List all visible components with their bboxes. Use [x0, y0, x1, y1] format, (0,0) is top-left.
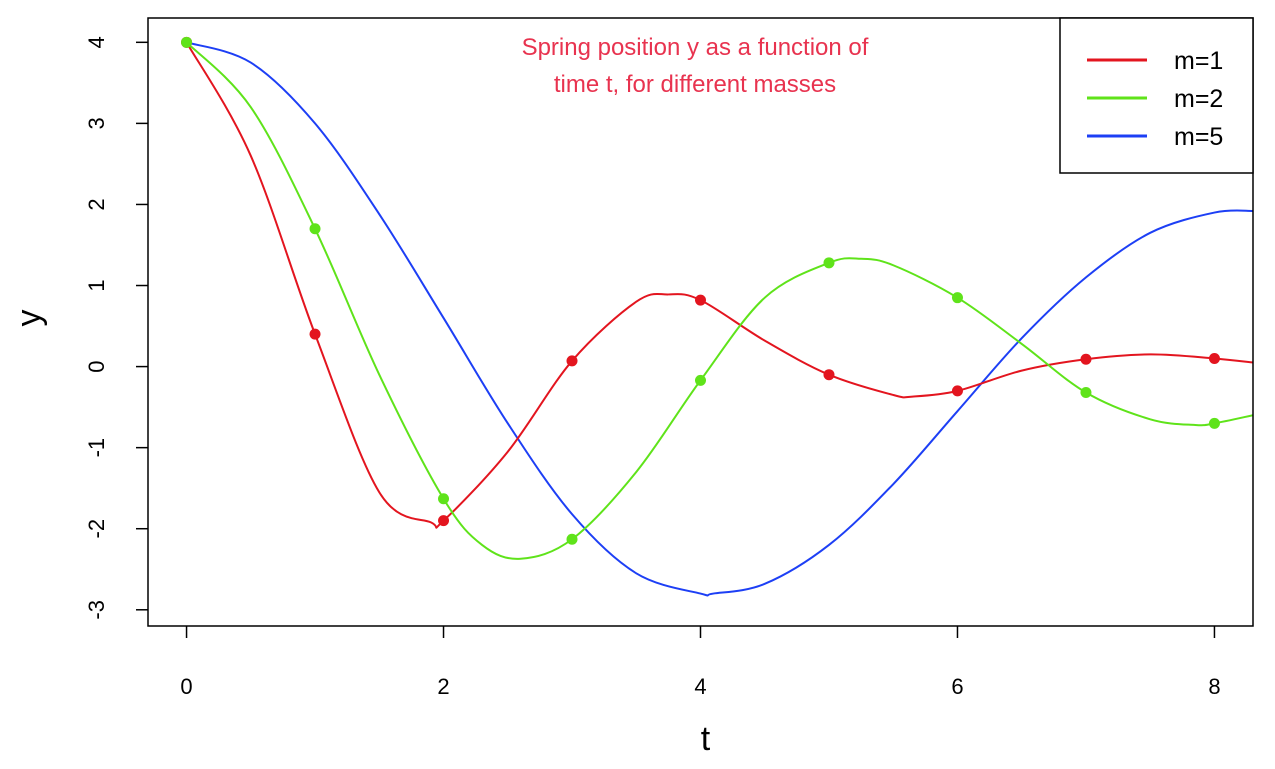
y-tick-label: -1	[84, 438, 109, 458]
data-point-m1	[566, 355, 578, 367]
y-tick-label: 4	[84, 36, 109, 48]
chart-title-line-2: time t, for different masses	[554, 71, 836, 98]
data-point-m1	[1208, 352, 1220, 364]
data-point-m1	[951, 385, 963, 397]
x-tick-label: 8	[1208, 674, 1220, 699]
y-tick-label: 1	[84, 279, 109, 291]
y-axis-title: y	[10, 310, 48, 327]
data-point-m2	[566, 533, 578, 545]
legend-label-m1: m=1	[1174, 47, 1223, 75]
data-point-m2	[1080, 387, 1092, 399]
data-point-m1	[1080, 353, 1092, 365]
legend-box	[1059, 17, 1254, 174]
y-tick-label: 3	[84, 117, 109, 129]
x-tick-label: 4	[694, 674, 706, 699]
y-axis: -3 -2 -1 0 1 2 3 4	[84, 36, 148, 620]
chart-title-line-1: Spring position y as a function of	[522, 34, 869, 61]
data-point-m2	[1208, 417, 1220, 429]
x-tick-label: 0	[180, 674, 192, 699]
data-point-m1	[695, 294, 706, 306]
data-point-m2	[438, 493, 450, 505]
y-tick-label: 2	[84, 198, 109, 210]
data-point-m2	[181, 36, 193, 48]
legend: m=1 m=2 m=5	[1059, 17, 1254, 174]
legend-label-m5: m=5	[1174, 123, 1223, 151]
data-point-m2	[695, 374, 706, 386]
data-point-m1	[309, 328, 321, 340]
data-point-m2	[823, 257, 835, 269]
y-tick-label: 0	[84, 360, 109, 372]
series-layer	[181, 36, 1253, 597]
series-line-m1	[185, 41, 1253, 529]
y-tick-label: -3	[84, 600, 109, 620]
x-axis: 0 2 4 6 8	[180, 626, 1221, 699]
data-point-m2	[951, 292, 963, 304]
data-point-m2	[309, 223, 321, 235]
plot-frame	[147, 17, 1254, 627]
y-tick-label: -2	[84, 519, 109, 539]
series-line-m2	[185, 41, 1253, 560]
data-point-m1	[438, 515, 450, 527]
series-line-m5	[186, 41, 1253, 597]
x-tick-label: 2	[437, 674, 449, 699]
x-tick-label: 6	[951, 674, 963, 699]
data-point-m1	[823, 369, 835, 381]
legend-label-m2: m=2	[1174, 85, 1223, 113]
x-axis-title: t	[701, 720, 711, 758]
